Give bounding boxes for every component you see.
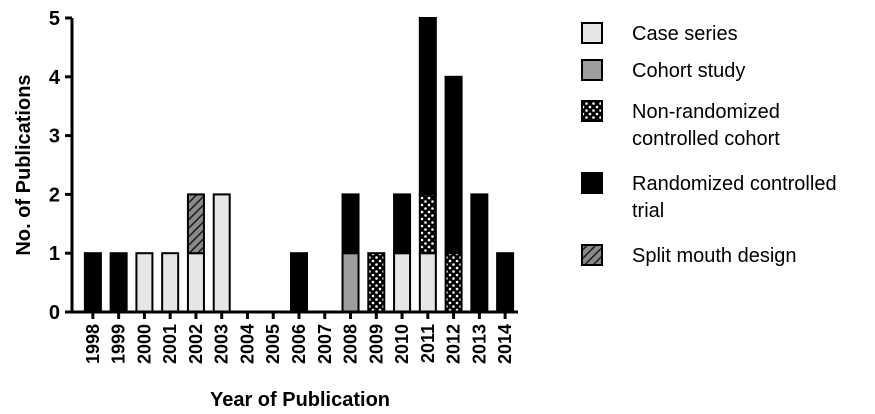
x-tick-label: 2009 [366,324,386,364]
x-tick-label: 2004 [237,324,257,364]
bar-segment [393,193,412,255]
legend-label: Cohort study [632,60,745,82]
bars [83,17,515,313]
x-tick-label: 2007 [315,324,335,364]
bar-segment [290,252,308,313]
x-tick-label: 2012 [444,324,464,364]
legend-label: Case series [632,23,738,45]
bar-segment [367,252,386,313]
legend-label: Non-randomized [632,101,780,123]
x-tick-label: 2008 [341,324,361,364]
bar-segment [341,252,360,313]
x-tick-label: 2002 [186,324,206,364]
x-tick-label: 2000 [134,324,154,364]
bar-segment [393,252,412,313]
y-tick-label: 1 [49,243,60,265]
x-tick-label: 1999 [109,324,129,364]
y-tick-label: 2 [49,184,60,206]
legend-swatch [581,244,603,266]
bar-segment [186,252,205,313]
legend-swatch [581,22,603,44]
legend-label: Randomized controlled [632,173,837,195]
legend-label: controlled cohort [632,128,780,150]
legend-label: Split mouth design [632,245,797,267]
bar-segment [109,252,128,313]
legend-label: trial [632,200,664,222]
bar-segment [212,193,231,313]
bar-segment [418,193,437,255]
bar-segment [341,193,360,255]
x-tick-label: 2003 [212,324,232,364]
y-tick-label: 3 [49,126,60,148]
x-axis-title: Year of Publication [210,389,390,411]
x-tick-label: 2005 [263,324,283,364]
bar-segment [83,252,102,313]
x-tick-label: 1998 [83,324,103,364]
bar-segment [496,252,515,313]
bar-segment [418,252,437,313]
x-tick-label: 2013 [469,324,489,364]
bar-segment [470,193,489,313]
y-tick-label: 5 [49,8,60,30]
x-tick-label: 2011 [418,324,438,363]
legend-swatch [581,59,603,81]
y-tick-label: 4 [49,67,61,89]
bar-segment [418,17,437,196]
y-axis-title: No. of Publications [13,74,35,255]
bar-segment [186,193,205,255]
legend-swatch [581,100,603,122]
x-tick-label: 2006 [289,324,309,364]
bar-segment [444,75,463,255]
y-tick-label: 0 [49,302,60,324]
x-tick-label: 2010 [392,324,412,364]
x-tick-label: 2014 [495,324,515,364]
bar-segment [444,252,463,313]
legend: Case series Cohort study Non-randomized con… [581,22,837,267]
legend-swatch [581,172,603,194]
x-tick-label: 2001 [160,324,180,364]
bar-segment [161,252,180,313]
bar-segment [135,252,154,313]
